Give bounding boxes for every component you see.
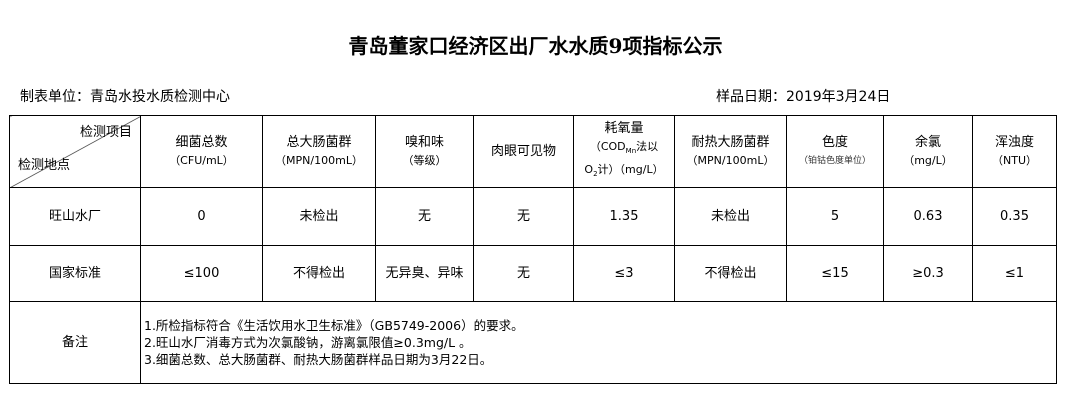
row-label: 国家标准 <box>9 245 141 302</box>
cell: ≤100 <box>140 245 263 302</box>
sample-date: 样品日期：2019年3月24日 <box>716 89 891 105</box>
col-header: 肉眼可见物 <box>473 115 574 188</box>
table-row: 旺山水厂 0 未检出 无 无 1.35 未检出 5 0.63 0.35 <box>9 187 1057 246</box>
col-header: 总大肠菌群 （MPN/100mL） <box>262 115 376 188</box>
cell: 0 <box>140 187 263 246</box>
cell: 未检出 <box>262 187 376 246</box>
remark-line: 1.所检指标符合《生活饮用水卫生标准》（GB5749-2006）的要求。 <box>144 318 524 333</box>
col-header: 嗅和味 （等级） <box>375 115 474 188</box>
col-header: 细菌总数 （CFU/mL） <box>140 115 263 188</box>
cell: 无 <box>473 187 574 246</box>
col-header: 耗氧量 （CODMn法以 O2计）（mg/L） <box>573 115 675 188</box>
remarks-row: 备注 1.所检指标符合《生活饮用水卫生标准》（GB5749-2006）的要求。 … <box>9 301 1057 384</box>
cell: 不得检出 <box>262 245 376 302</box>
page-title: 青岛董家口经济区出厂水水质9项指标公示 <box>348 34 723 58</box>
header-site-label: 检测地点 <box>18 158 71 173</box>
cell: 不得检出 <box>674 245 787 302</box>
header-row: 检测项目检测地点 细菌总数 （CFU/mL） 总大肠菌群 （MPN/100mL） 嗅… <box>9 115 1057 188</box>
cell: ≤15 <box>786 245 884 302</box>
cell: 0.63 <box>883 187 973 246</box>
col-header: 色度 （铂钴色度单位） <box>786 115 884 188</box>
cell: 无 <box>473 245 574 302</box>
cell: 无 <box>375 187 474 246</box>
header-corner: 检测项目检测地点 <box>9 115 141 188</box>
cell: 1.35 <box>573 187 675 246</box>
col-header: 耐热大肠菌群 （MPN/100mL） <box>674 115 787 188</box>
remark-line: 2.旺山水厂消毒方式为次氯酸钠，游离氯限值≥0.3mg/L 。 <box>144 335 472 350</box>
remarks-content: 1.所检指标符合《生活饮用水卫生标准》（GB5749-2006）的要求。 2.旺… <box>140 301 1057 384</box>
col-header: 浑浊度 （NTU） <box>972 115 1057 188</box>
cell: ≤1 <box>972 245 1057 302</box>
cell: 0.35 <box>972 187 1057 246</box>
cell: 未检出 <box>674 187 787 246</box>
cell: 无异臭、异味 <box>375 245 474 302</box>
col-header: 余氯 （mg/L） <box>883 115 973 188</box>
water-quality-table: 检测项目检测地点 细菌总数 （CFU/mL） 总大肠菌群 （MPN/100mL） 嗅… <box>9 115 1057 384</box>
cell: ≥0.3 <box>883 245 973 302</box>
cell: 5 <box>786 187 884 246</box>
remark-line: 3.细菌总数、总大肠菌群、耐热大肠菌群样品日期为3月22日。 <box>144 352 493 367</box>
table-row: 国家标准 ≤100 不得检出 无异臭、异味 无 ≤3 不得检出 ≤15 ≥0.3… <box>9 245 1057 302</box>
header-item-label: 检测项目 <box>79 125 132 140</box>
cell: ≤3 <box>573 245 675 302</box>
issuing-unit: 制表单位：青岛水投水质检测中心 <box>20 89 230 105</box>
row-label: 旺山水厂 <box>9 187 141 246</box>
remarks-label: 备注 <box>9 301 141 384</box>
